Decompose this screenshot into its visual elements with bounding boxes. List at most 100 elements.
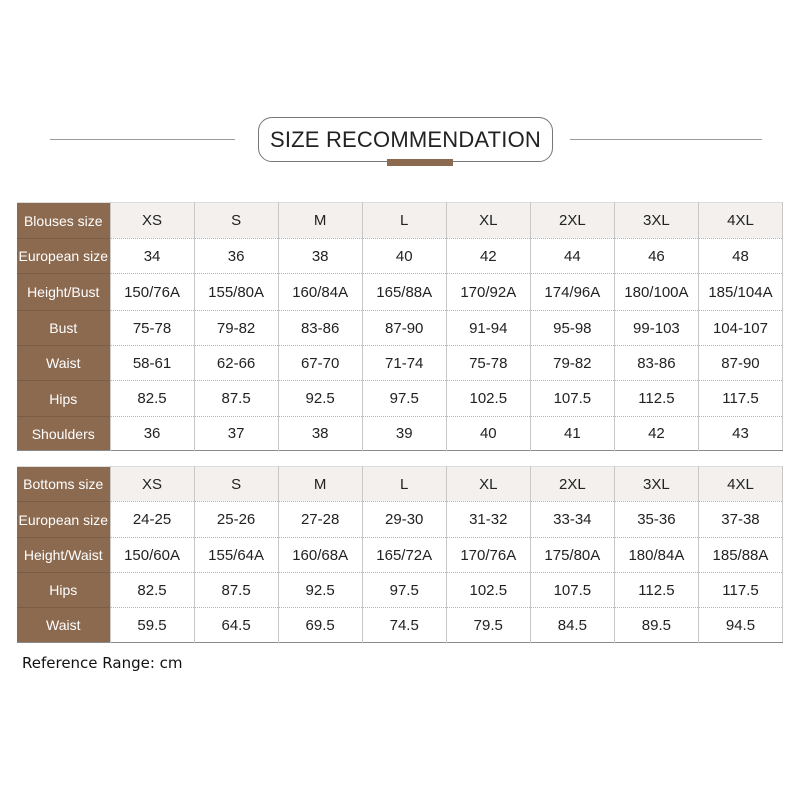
table-row: Hips 82.5 87.5 92.5 97.5 102.5 107.5 112.5 117.5 xyxy=(17,572,783,608)
table-cell: 79.5 xyxy=(445,607,531,643)
size-header-cell: S xyxy=(193,202,279,239)
table-cell: 40 xyxy=(445,416,531,451)
table-row: European size 24-25 25-26 27-28 29-30 31-32 33… xyxy=(17,501,783,538)
table-cell: 67-70 xyxy=(277,345,363,381)
table-cell: 91-94 xyxy=(445,310,531,346)
table-cell: 64.5 xyxy=(193,607,279,643)
table-row: European size 34 36 38 40 42 44 46 48 xyxy=(17,238,783,274)
table-cell: 58-61 xyxy=(109,345,195,381)
table-cell: 165/88A xyxy=(361,273,447,311)
table-cell: 48 xyxy=(697,238,783,274)
title-accent-bar xyxy=(387,159,453,166)
table-cell: 42 xyxy=(445,238,531,274)
table-cell: 112.5 xyxy=(613,380,699,417)
table-cell: 74.5 xyxy=(361,607,447,643)
row-label: Height/Bust xyxy=(17,273,110,311)
bottoms-size-table: Bottoms size XS S M L XL 2XL 3XL 4XL European siz… xyxy=(17,466,783,643)
table-cell: 185/88A xyxy=(697,537,783,573)
table-cell: 34 xyxy=(109,238,195,274)
table-cell: 33-34 xyxy=(529,501,615,538)
row-label: Hips xyxy=(17,380,110,417)
size-header-cell: L xyxy=(361,202,447,239)
table-cell: 75-78 xyxy=(445,345,531,381)
table-cell: 37-38 xyxy=(697,501,783,538)
table-cell: 82.5 xyxy=(109,572,195,608)
table-cell: 59.5 xyxy=(109,607,195,643)
table-cell: 84.5 xyxy=(529,607,615,643)
size-header-cell: M xyxy=(277,466,363,502)
table-cell: 46 xyxy=(613,238,699,274)
row-label: Height/Waist xyxy=(17,537,110,573)
title-divider-right xyxy=(570,139,762,140)
table-cell: 35-36 xyxy=(613,501,699,538)
table-cell: 112.5 xyxy=(613,572,699,608)
table-row: Bust 75-78 79-82 83-86 87-90 91-94 95-98 99-103… xyxy=(17,310,783,346)
size-header-cell: XL xyxy=(445,466,531,502)
row-label: Blouses size xyxy=(17,202,110,239)
table-cell: 41 xyxy=(529,416,615,451)
table-cell: 160/84A xyxy=(277,273,363,311)
size-header-cell: L xyxy=(361,466,447,502)
table-row: Height/Waist 150/60A 155/64A 160/68A 165/72A… xyxy=(17,537,783,573)
blouses-size-table: Blouses size XS S M L XL 2XL 3XL 4XL European siz… xyxy=(17,202,783,451)
table-cell: 92.5 xyxy=(277,380,363,417)
table-cell: 38 xyxy=(277,416,363,451)
table-header-row: Blouses size XS S M L XL 2XL 3XL 4XL xyxy=(17,202,783,239)
table-cell: 155/64A xyxy=(193,537,279,573)
row-label: Bust xyxy=(17,310,110,346)
table-row: Height/Bust 150/76A 155/80A 160/84A 165/88A 1… xyxy=(17,273,783,311)
row-label: European size xyxy=(17,238,110,274)
table-cell: 75-78 xyxy=(109,310,195,346)
table-cell: 40 xyxy=(361,238,447,274)
table-cell: 87-90 xyxy=(361,310,447,346)
table-cell: 175/80A xyxy=(529,537,615,573)
size-header-cell: 3XL xyxy=(613,466,699,502)
table-cell: 150/60A xyxy=(109,537,195,573)
table-cell: 160/68A xyxy=(277,537,363,573)
table-cell: 37 xyxy=(193,416,279,451)
table-cell: 92.5 xyxy=(277,572,363,608)
table-cell: 117.5 xyxy=(697,380,783,417)
row-label: Hips xyxy=(17,572,110,608)
page-title: SIZE RECOMMENDATION xyxy=(258,117,553,162)
table-cell: 43 xyxy=(697,416,783,451)
table-cell: 36 xyxy=(193,238,279,274)
row-label: Waist xyxy=(17,345,110,381)
table-cell: 94.5 xyxy=(697,607,783,643)
table-cell: 107.5 xyxy=(529,572,615,608)
table-cell: 97.5 xyxy=(361,572,447,608)
table-cell: 27-28 xyxy=(277,501,363,538)
table-row: Waist 59.5 64.5 69.5 74.5 79.5 84.5 89.5 94.5 xyxy=(17,607,783,643)
table-cell: 97.5 xyxy=(361,380,447,417)
table-cell: 99-103 xyxy=(613,310,699,346)
table-cell: 25-26 xyxy=(193,501,279,538)
row-label: European size xyxy=(17,501,110,538)
table-cell: 170/76A xyxy=(445,537,531,573)
table-cell: 87.5 xyxy=(193,380,279,417)
table-cell: 79-82 xyxy=(529,345,615,381)
table-cell: 36 xyxy=(109,416,195,451)
table-cell: 79-82 xyxy=(193,310,279,346)
table-cell: 44 xyxy=(529,238,615,274)
table-cell: 180/84A xyxy=(613,537,699,573)
size-header-cell: 4XL xyxy=(697,466,783,502)
size-header-cell: 4XL xyxy=(697,202,783,239)
table-cell: 71-74 xyxy=(361,345,447,381)
table-row: Hips 82.5 87.5 92.5 97.5 102.5 107.5 112.5 117.5 xyxy=(17,380,783,417)
table-cell: 150/76A xyxy=(109,273,195,311)
row-label: Shoulders xyxy=(17,416,110,451)
table-cell: 39 xyxy=(361,416,447,451)
table-cell: 170/92A xyxy=(445,273,531,311)
table-cell: 102.5 xyxy=(445,380,531,417)
size-header-cell: XS xyxy=(109,466,195,502)
table-header-row: Bottoms size XS S M L XL 2XL 3XL 4XL xyxy=(17,466,783,502)
table-cell: 95-98 xyxy=(529,310,615,346)
table-cell: 165/72A xyxy=(361,537,447,573)
table-cell: 87.5 xyxy=(193,572,279,608)
size-header-cell: S xyxy=(193,466,279,502)
table-row: Shoulders 36 37 38 39 40 41 42 43 xyxy=(17,416,783,451)
table-cell: 102.5 xyxy=(445,572,531,608)
table-cell: 29-30 xyxy=(361,501,447,538)
size-header-cell: 2XL xyxy=(529,466,615,502)
table-cell: 83-86 xyxy=(613,345,699,381)
